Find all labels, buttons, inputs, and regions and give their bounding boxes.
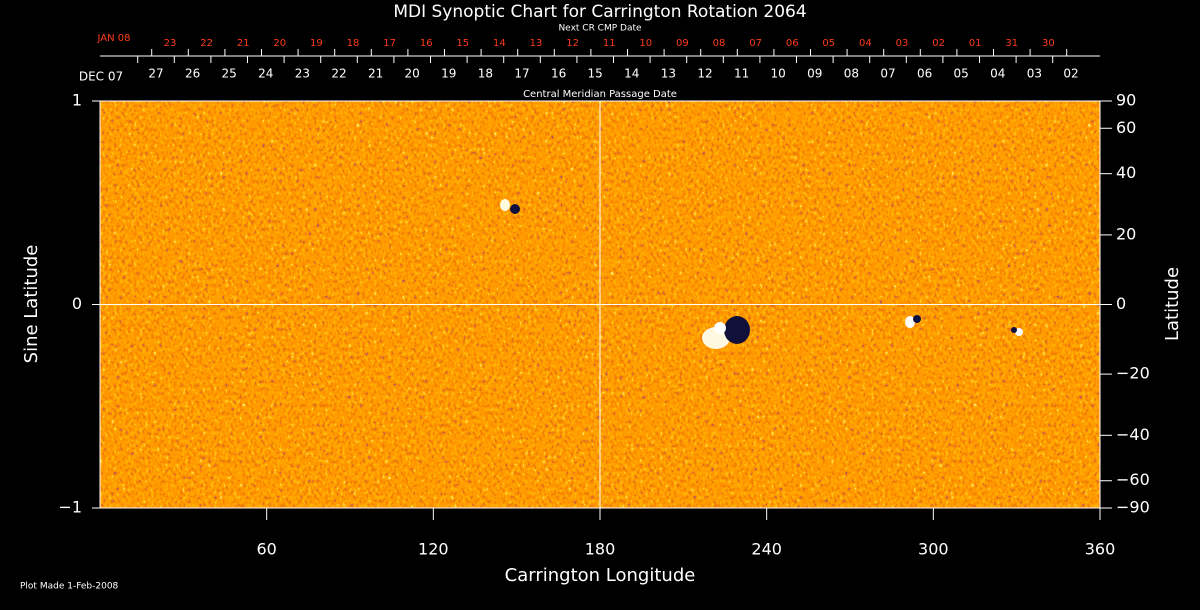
y2-tick-label: −90 [1116, 498, 1150, 517]
y2-tick-label: 40 [1116, 163, 1136, 182]
cmp-date-label: 06 [917, 67, 932, 81]
cmp-date-label: 18 [478, 67, 493, 81]
top-date-label: 31 [1005, 38, 1018, 49]
cmp-date-label: 04 [990, 67, 1005, 81]
cmp-date-label: 15 [588, 67, 603, 81]
second-axis-label: Central Meridian Passage Date [523, 89, 677, 100]
y2-tick-label: −20 [1116, 364, 1150, 383]
top-date-label: 22 [200, 38, 213, 49]
y2-axis-label: Latitude [1162, 267, 1183, 341]
top-date-label: 09 [676, 38, 689, 49]
y-tick-label: 1 [72, 91, 82, 110]
top-date-label: 30 [1042, 38, 1055, 49]
top-date-label: 06 [786, 38, 799, 49]
cmp-date-label: DEC 07 [79, 70, 123, 84]
top-date-label: 19 [310, 38, 323, 49]
cmp-date-label: 13 [661, 67, 676, 81]
cmp-date-label: 09 [807, 67, 822, 81]
y-tick-label: 0 [72, 294, 82, 313]
cmp-date-label: 05 [954, 67, 969, 81]
chart-title: MDI Synoptic Chart for Carrington Rotati… [393, 2, 806, 22]
y2-tick-label: 0 [1116, 294, 1126, 313]
top-date-label: 14 [493, 38, 506, 49]
x-tick-label: 240 [751, 540, 782, 559]
y2-tick-label: −60 [1116, 470, 1150, 489]
cmp-date-label: 17 [514, 67, 529, 81]
y2-tick-label: −40 [1116, 425, 1150, 444]
top-date-label: 16 [420, 38, 433, 49]
cmp-date-label: 02 [1063, 67, 1078, 81]
top-date-label: 01 [969, 38, 982, 49]
cmp-date-label: 23 [295, 67, 310, 81]
plot-note: Plot Made 1-Feb-2008 [20, 582, 119, 592]
top-date-label: 10 [639, 38, 652, 49]
top-date-label: 15 [456, 38, 469, 49]
top-date-label: JAN 08 [97, 33, 131, 44]
top-date-label: 03 [896, 38, 909, 49]
top-date-label: 21 [237, 38, 250, 49]
top-date-label: 18 [347, 38, 360, 49]
x-tick-label: 180 [585, 540, 616, 559]
y2-tick-label: 20 [1116, 224, 1136, 243]
top-date-label: 13 [530, 38, 543, 49]
cmp-date-label: 20 [405, 67, 420, 81]
top-axis-label: Next CR CMP Date [558, 24, 642, 34]
cmp-date-label: 26 [185, 67, 200, 81]
top-date-label: 11 [603, 38, 616, 49]
cmp-date-label: 21 [368, 67, 383, 81]
y2-tick-label: 60 [1116, 118, 1136, 137]
cmp-date-label: 08 [844, 67, 859, 81]
cmp-date-label: 12 [697, 67, 712, 81]
cmp-date-label: 19 [441, 67, 456, 81]
cmp-date-label: 16 [551, 67, 566, 81]
cmp-date-label: 24 [258, 67, 273, 81]
top-date-label: 04 [859, 38, 872, 49]
x-axis-label: Carrington Longitude [505, 565, 696, 586]
cmp-date-label: 03 [1027, 67, 1042, 81]
y-axis-label: Sine Latitude [21, 245, 42, 364]
cmp-date-label: 10 [771, 67, 786, 81]
top-date-label: 05 [822, 38, 835, 49]
top-date-label: 07 [749, 38, 762, 49]
cmp-date-label: 11 [734, 67, 749, 81]
x-tick-label: 360 [1085, 540, 1116, 559]
cmp-date-label: 14 [624, 67, 639, 81]
top-date-label: 17 [383, 38, 396, 49]
x-tick-label: 300 [918, 540, 949, 559]
cmp-date-label: 27 [148, 67, 163, 81]
top-date-label: 12 [566, 38, 579, 49]
y-tick-label: −1 [58, 498, 82, 517]
top-date-label: 08 [713, 38, 726, 49]
y2-tick-label: 90 [1116, 91, 1136, 110]
active-regions [500, 199, 1023, 349]
cmp-date-label: 22 [331, 67, 346, 81]
cmp-date-label: 07 [880, 67, 895, 81]
top-date-label: 20 [273, 38, 286, 49]
cmp-date-label: 25 [222, 67, 237, 81]
top-date-label: 02 [932, 38, 945, 49]
top-date-label: 23 [164, 38, 177, 49]
x-tick-label: 120 [418, 540, 449, 559]
x-tick-label: 60 [256, 540, 276, 559]
